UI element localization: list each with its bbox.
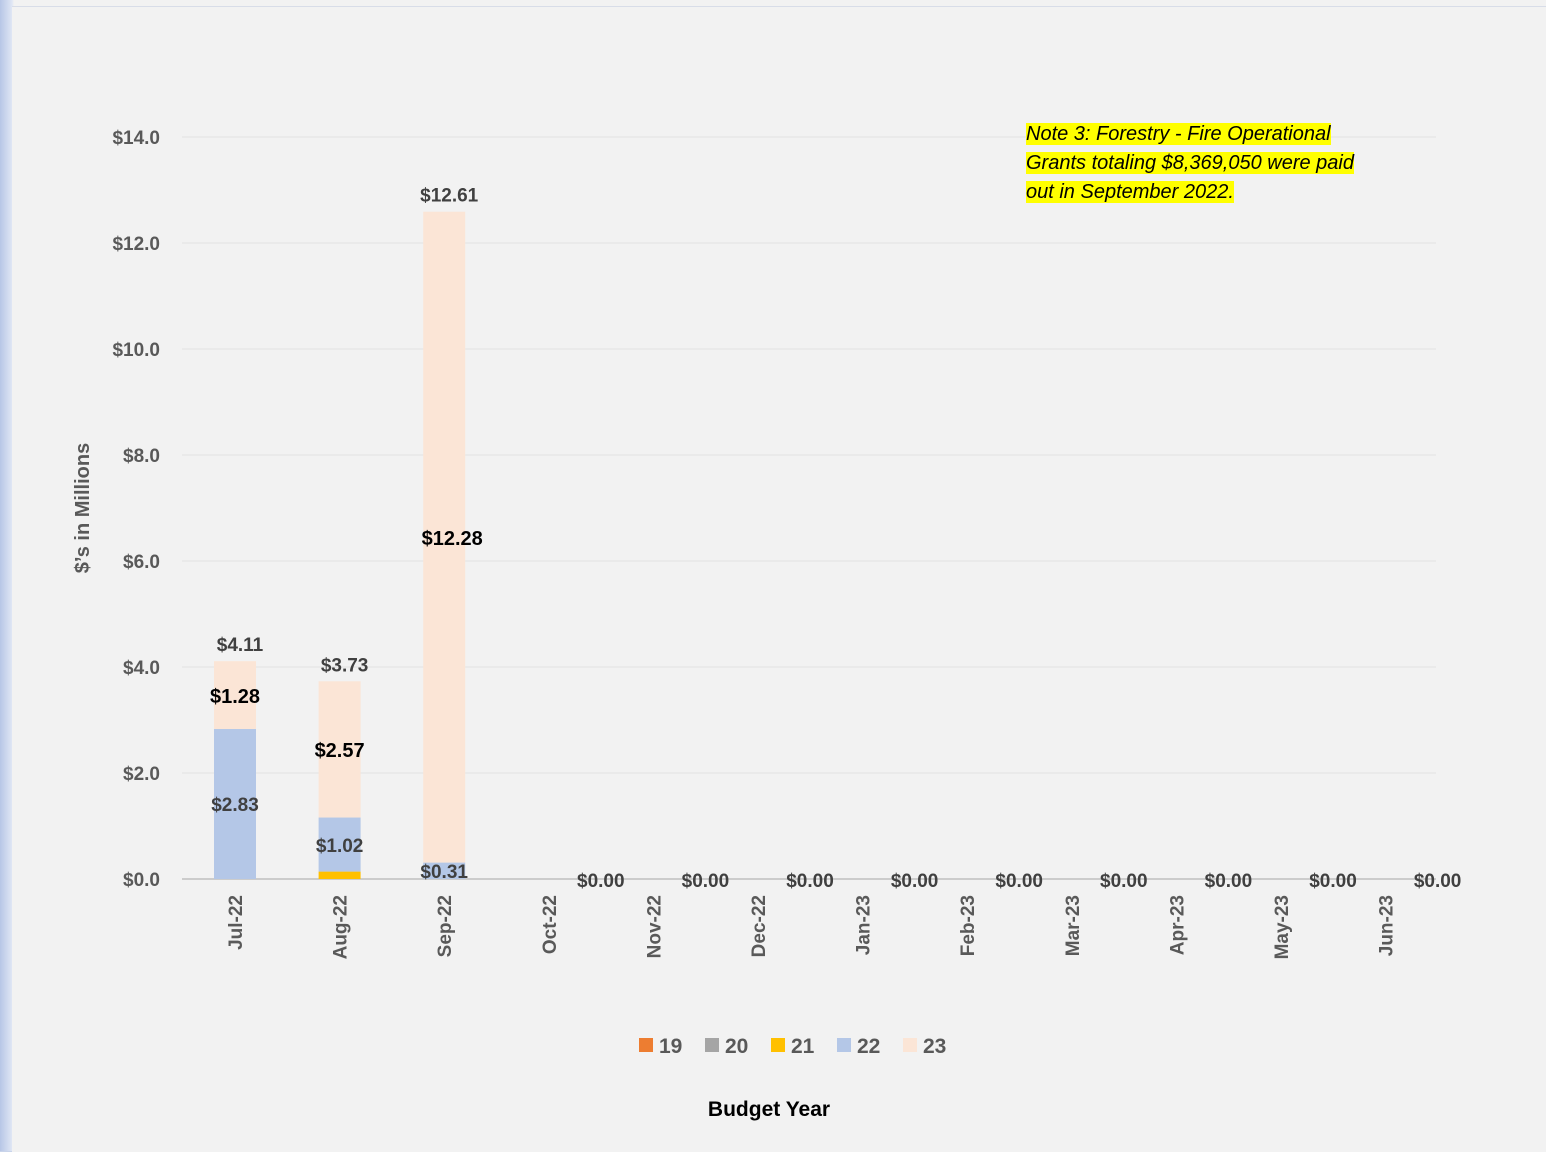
segment-label: $2.83: [211, 795, 259, 816]
y-tick-label: $6.0: [123, 552, 160, 573]
segment-label: $1.02: [316, 836, 364, 857]
legend-label: 23: [923, 1035, 946, 1058]
total-label: $0.00: [891, 871, 939, 892]
total-label: $0.00: [1100, 871, 1148, 892]
legend-label: 20: [725, 1035, 748, 1058]
x-tick-label: Aug-22: [331, 895, 352, 959]
x-tick-label: Mar-23: [1063, 895, 1084, 956]
y-axis-label: $’s in Millions: [72, 443, 94, 573]
y-tick-label: $12.0: [112, 234, 160, 255]
bar-segment: [214, 661, 256, 730]
legend-swatch: [837, 1038, 851, 1052]
legend-label: 21: [791, 1035, 815, 1058]
x-tick-label: Feb-23: [958, 895, 979, 956]
total-label: $4.11: [217, 635, 264, 656]
bar-segment: [318, 681, 361, 818]
bar-segment: [423, 862, 466, 879]
segment-label: $0.31: [420, 862, 468, 883]
legend-label: 22: [857, 1035, 880, 1058]
total-label: $0.00: [1309, 871, 1357, 892]
x-tick-label: Jul-22: [226, 895, 247, 950]
segment-labels: $2.83 $1.28 $1.02 $2.57 $0.31 $12.28: [210, 528, 483, 883]
x-tick-label: Nov-22: [644, 895, 665, 958]
x-axis-label: Budget Year: [708, 1098, 830, 1121]
legend: 19 20 21 22 23: [639, 1035, 946, 1058]
note-line-1: Note 3: Forestry - Fire Operational: [1026, 123, 1331, 145]
gridlines: [182, 136, 1436, 880]
segment-label: $12.28: [422, 528, 483, 550]
segment-label: $1.28: [210, 686, 260, 708]
bar-segment: [423, 211, 466, 863]
total-label: $0.00: [682, 871, 730, 892]
x-tick-label: Jun-23: [1377, 895, 1398, 956]
x-tick-label: Oct-22: [540, 895, 561, 954]
total-label: $3.73: [321, 655, 369, 676]
total-label: $0.00: [577, 871, 625, 892]
bar-segment: [318, 871, 361, 879]
legend-swatch: [903, 1038, 917, 1052]
y-tick-label: $0.0: [123, 870, 160, 891]
bars: [214, 211, 466, 879]
y-tick-label: $8.0: [123, 446, 160, 467]
total-labels: $4.11 $3.73 $12.61 $0.00 $0.00 $0.00 $0.00 $0.0…: [217, 186, 1462, 892]
legend-label: 19: [659, 1035, 682, 1058]
total-label: $0.00: [786, 871, 834, 892]
x-tick-label: Apr-23: [1167, 895, 1188, 955]
total-label: $0.00: [1414, 871, 1462, 892]
y-tick-label: $2.0: [123, 764, 160, 785]
annotation-note: Note 3: Forestry - Fire Operational Gran…: [1026, 120, 1406, 207]
y-tick-label: $4.0: [123, 658, 160, 679]
x-axis-ticks: Jul-22 Aug-22 Sep-22 Oct-22 Nov-22 Dec-22 Jan-…: [226, 895, 1398, 959]
x-tick-label: Dec-22: [749, 895, 770, 957]
note-line-2: Grants totaling $8,369,050 were paid: [1026, 152, 1354, 174]
x-tick-label: Jan-23: [854, 895, 875, 955]
y-tick-label: $10.0: [112, 340, 160, 361]
x-tick-label: May-23: [1272, 895, 1293, 959]
y-axis-ticks: $0.0 $2.0 $4.0 $6.0 $8.0 $10.0 $12.0 $14.0: [112, 128, 160, 891]
bar-segment: [214, 729, 256, 879]
total-label: $0.00: [1205, 871, 1253, 892]
legend-swatch: [771, 1038, 785, 1052]
total-label: $12.61: [420, 186, 479, 207]
bar-segment: [318, 817, 361, 872]
total-label: $0.00: [995, 871, 1043, 892]
segment-label: $2.57: [315, 740, 365, 762]
legend-swatch: [705, 1038, 719, 1052]
y-tick-label: $14.0: [112, 128, 160, 149]
x-tick-label: Sep-22: [435, 895, 456, 957]
note-line-3: out in September 2022.: [1026, 181, 1234, 203]
chart-panel: [12, 6, 1546, 1152]
legend-swatch: [639, 1038, 653, 1052]
